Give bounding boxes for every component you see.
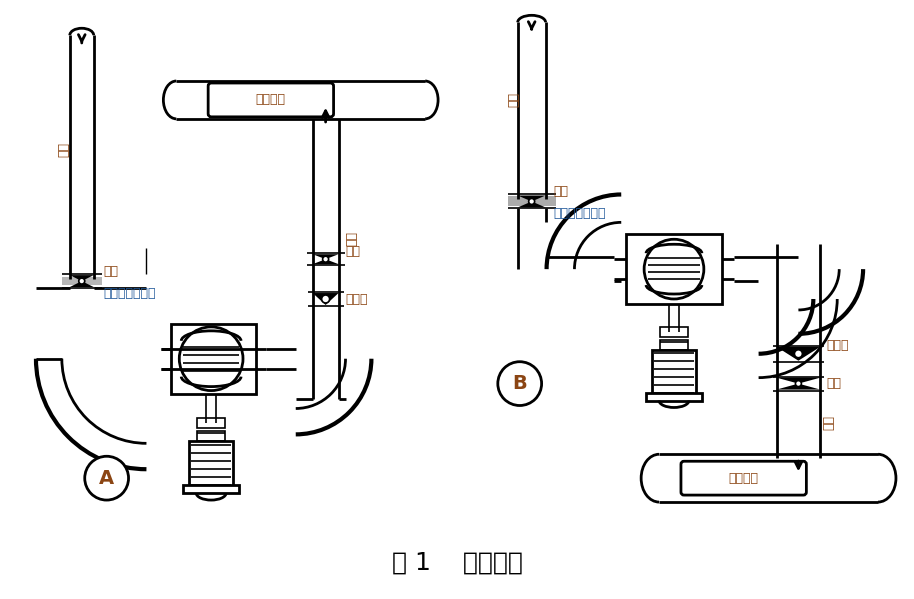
Bar [197,431,225,441]
Bar [197,419,225,428]
Circle shape [85,456,129,500]
Bar [660,327,688,337]
Bar [660,340,688,350]
Text: A: A [99,468,114,488]
Text: 可曲挠橡胶接头: 可曲挠橡胶接头 [554,207,606,220]
FancyBboxPatch shape [208,83,334,117]
Circle shape [323,256,329,262]
Text: 可曲挠橡胶接头: 可曲挠橡胶接头 [103,286,156,300]
Circle shape [498,362,542,406]
FancyBboxPatch shape [681,461,806,495]
Text: 进水: 进水 [507,92,520,107]
Polygon shape [69,275,94,281]
Polygon shape [517,195,546,201]
Circle shape [644,239,704,299]
Polygon shape [777,347,820,361]
Polygon shape [777,377,820,383]
Text: B: B [513,374,527,393]
Bar [189,441,233,488]
Circle shape [179,327,243,391]
Text: 蝶阀: 蝶阀 [103,265,119,277]
Bar [62,277,101,285]
Polygon shape [69,281,94,287]
Polygon shape [777,383,820,389]
Bar [508,196,556,207]
Circle shape [528,198,535,204]
Polygon shape [313,254,338,259]
Text: 止回阀: 止回阀 [826,339,849,352]
Text: 出水: 出水 [820,416,834,431]
Text: 埋地敷设: 埋地敷设 [256,93,286,107]
Circle shape [79,278,85,284]
Bar [184,485,239,493]
Text: 蝶阀: 蝶阀 [826,377,841,390]
Bar [646,392,702,401]
Polygon shape [313,259,338,264]
Text: 出水: 出水 [344,232,356,247]
Circle shape [795,380,802,386]
Text: 图 1    水泵配管: 图 1 水泵配管 [391,550,523,575]
Text: 止回阀: 止回阀 [345,292,368,305]
Circle shape [322,295,330,303]
Text: 进水: 进水 [58,142,70,157]
Bar [652,350,696,395]
Bar [171,324,256,394]
Polygon shape [517,201,546,207]
Polygon shape [313,293,338,305]
Circle shape [794,350,802,358]
Bar [626,234,722,304]
Text: 蝶阀: 蝶阀 [345,245,360,258]
Text: 埋地敷设: 埋地敷设 [728,471,759,485]
Text: 蝶阀: 蝶阀 [554,185,569,198]
